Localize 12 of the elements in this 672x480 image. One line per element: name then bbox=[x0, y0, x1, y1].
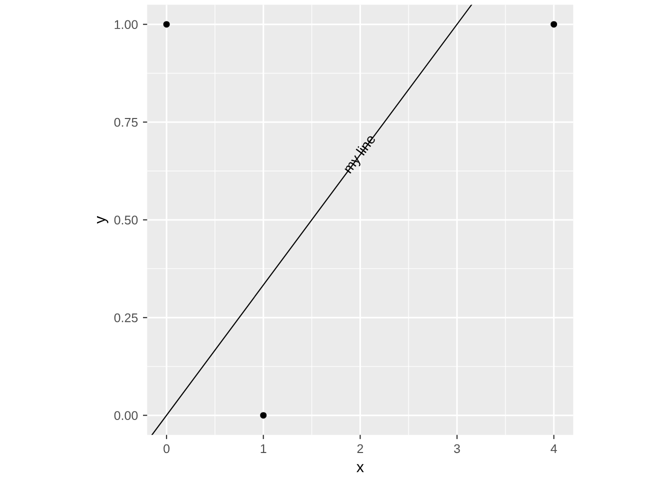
y-tick-label: 0.50 bbox=[114, 216, 138, 224]
x-axis-title: x bbox=[356, 464, 364, 472]
x-tick-label: 2 bbox=[357, 444, 364, 453]
x-tick-label: 4 bbox=[550, 444, 557, 453]
y-tick-label: 1.00 bbox=[114, 20, 138, 29]
y-axis-title: y bbox=[97, 216, 108, 224]
y-tick-label: 0.25 bbox=[114, 313, 138, 322]
y-tick-label: 0.00 bbox=[114, 411, 138, 420]
x-tick-label: 3 bbox=[454, 444, 460, 454]
x-tick-label: 0 bbox=[164, 444, 170, 454]
y-tick-label: 0.75 bbox=[114, 118, 138, 127]
x-tick-label: 1 bbox=[260, 444, 266, 453]
